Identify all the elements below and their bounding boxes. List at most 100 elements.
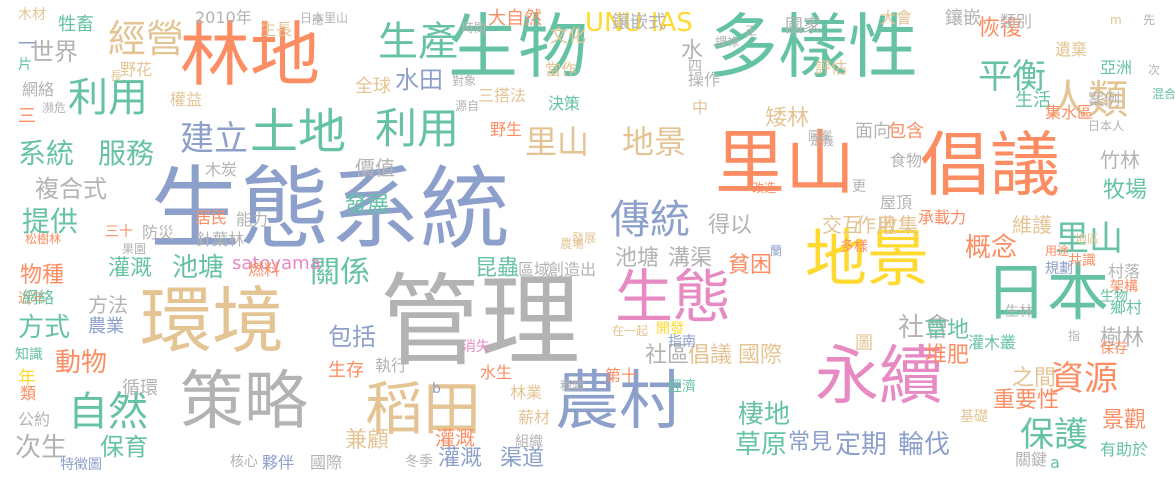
word-cloud-word: 定義 xyxy=(810,134,835,148)
word-cloud-word: 蘭 xyxy=(770,244,783,258)
word-cloud-word: 日本里山 xyxy=(300,11,349,25)
word-cloud-word: 次生 xyxy=(15,433,68,463)
word-cloud-word: 鑲嵌式 xyxy=(612,12,666,33)
word-cloud-word: 建立 xyxy=(180,119,248,159)
word-cloud-word: 得以 xyxy=(708,213,753,238)
word-cloud-word: 執行 xyxy=(375,356,408,375)
word-cloud-word: 草地 xyxy=(925,318,970,343)
word-cloud-word: 亞洲 xyxy=(1100,58,1133,77)
word-cloud-word: 架構 xyxy=(1110,279,1138,295)
word-cloud-word: 改造 xyxy=(752,181,777,195)
word-cloud-word: 棲地 xyxy=(738,400,791,430)
word-cloud-word: 規劃 xyxy=(1045,261,1073,277)
word-cloud-word: 維護 xyxy=(1012,213,1052,237)
word-cloud-word: 評估 xyxy=(815,58,848,77)
word-cloud-word: 輪伐 xyxy=(898,430,951,460)
word-cloud-word: 兼顧 xyxy=(345,428,390,453)
word-cloud-word: 有助於 xyxy=(1100,440,1149,459)
word-cloud-word: 國家 xyxy=(785,16,821,37)
word-cloud-word: 燃料 xyxy=(248,260,281,279)
word-cloud-word: 昆蟲 xyxy=(475,256,520,281)
word-cloud-word: 創造出 xyxy=(548,260,597,279)
word-cloud-word: 消失 xyxy=(462,339,490,355)
word-cloud-word: 大會 xyxy=(880,8,913,27)
word-cloud-word: 基礎 xyxy=(960,409,988,425)
word-cloud-word: 多樣 xyxy=(840,239,868,255)
word-cloud-word: 生林 xyxy=(1005,304,1033,320)
word-cloud-word: 堆肥 xyxy=(925,343,970,368)
word-cloud-word: 決策 xyxy=(548,94,581,113)
word-cloud-word: 林業 xyxy=(510,383,543,402)
word-cloud-word: 利用 xyxy=(68,75,148,121)
word-cloud-word: b xyxy=(432,381,441,397)
word-cloud-word: 野花 xyxy=(120,60,153,79)
word-cloud-word: 生物 xyxy=(1100,289,1128,305)
word-cloud-word: 包含 xyxy=(888,121,924,142)
word-cloud-word: 冬季 xyxy=(405,454,433,470)
word-cloud-word: 林地 xyxy=(180,14,320,96)
word-cloud-word: 對象 xyxy=(452,74,477,88)
word-cloud-word: 里山 xyxy=(1055,219,1123,259)
word-cloud-word: 物種 xyxy=(20,263,65,288)
word-cloud-word: 服務 xyxy=(98,137,155,170)
word-cloud-word: a xyxy=(1050,453,1060,472)
word-cloud-word: 平衡 xyxy=(978,57,1046,97)
word-cloud-word: 收集 xyxy=(878,213,918,237)
word-cloud-word: 操作 xyxy=(688,70,721,89)
word-cloud-word: 生長 xyxy=(260,20,293,39)
word-cloud-word: 人類 xyxy=(1048,77,1128,123)
word-cloud-word: 組織 xyxy=(515,434,543,450)
word-cloud-word: 作用 xyxy=(856,213,896,237)
word-cloud-word: 環境 xyxy=(140,279,285,363)
word-cloud-word: 鄉村 xyxy=(1110,298,1143,317)
word-cloud-word: 用途 xyxy=(1045,244,1070,258)
word-cloud-word: 屋頂 xyxy=(880,193,913,212)
word-cloud-word: 圖 xyxy=(855,333,873,354)
word-cloud-word: 資源 xyxy=(1050,359,1118,399)
word-cloud-word: 課祿 xyxy=(715,35,740,49)
word-cloud-word: 動物 xyxy=(55,348,108,378)
word-cloud-word: 指 xyxy=(1068,329,1081,343)
word-cloud-word: 景觀 xyxy=(1102,408,1147,433)
word-cloud-word: 網絡 xyxy=(22,288,55,307)
word-cloud-word: 正 xyxy=(745,24,758,38)
word-cloud-word: 經營 xyxy=(108,17,185,61)
word-cloud-word: 重要性 xyxy=(993,388,1060,413)
word-cloud-word: 全球 xyxy=(355,76,391,97)
word-cloud-word: 生態 xyxy=(615,263,732,331)
word-cloud-word: 2010年 xyxy=(195,8,252,27)
word-cloud-word: 恢復 xyxy=(978,16,1023,41)
word-cloud-word: 永續 xyxy=(815,340,943,414)
word-cloud-word: 自然 xyxy=(68,389,148,435)
word-cloud-word: 近年 xyxy=(18,291,46,307)
word-cloud-word: 草原 xyxy=(735,430,788,460)
word-cloud-word: 倡議 xyxy=(920,124,1060,206)
word-cloud-word: 發展 xyxy=(572,231,597,245)
word-cloud-word: 生態系統 xyxy=(150,157,510,262)
word-cloud-word: 日本人 xyxy=(1088,119,1125,133)
word-cloud-word: 國際 xyxy=(738,343,783,368)
word-cloud-word: 遺棄 xyxy=(1055,40,1088,59)
word-cloud-word: 更 xyxy=(852,179,866,195)
word-cloud-word: 在一起 xyxy=(612,324,649,338)
word-cloud-word: 次 xyxy=(1148,63,1161,77)
word-cloud-word: 農場 xyxy=(560,237,585,251)
word-cloud-word: 管理 xyxy=(380,263,580,380)
word-cloud-word: 開發 xyxy=(656,321,684,337)
word-cloud-word: 價值 xyxy=(355,156,395,180)
word-cloud-word: 一 xyxy=(18,34,36,55)
word-cloud-word: 夥伴 xyxy=(262,453,295,472)
word-cloud-word: 利用 xyxy=(375,104,460,153)
word-cloud-word: 生產 xyxy=(378,19,458,65)
word-cloud-word: 竹林 xyxy=(1100,148,1140,172)
word-cloud-word: 承載力 xyxy=(918,208,967,227)
word-cloud-word: 先 xyxy=(1143,13,1156,27)
word-cloud-word: 方式 xyxy=(18,313,71,343)
word-cloud-word: 中 xyxy=(692,98,709,117)
word-cloud-word: 當作 xyxy=(545,60,578,79)
word-cloud-word: 權益 xyxy=(170,90,203,109)
word-cloud-word: 居民 xyxy=(195,208,228,227)
word-cloud-word: 矮林 xyxy=(765,106,810,131)
word-cloud-word: 知識 xyxy=(15,347,43,363)
word-cloud-word: 種類 xyxy=(560,379,585,393)
